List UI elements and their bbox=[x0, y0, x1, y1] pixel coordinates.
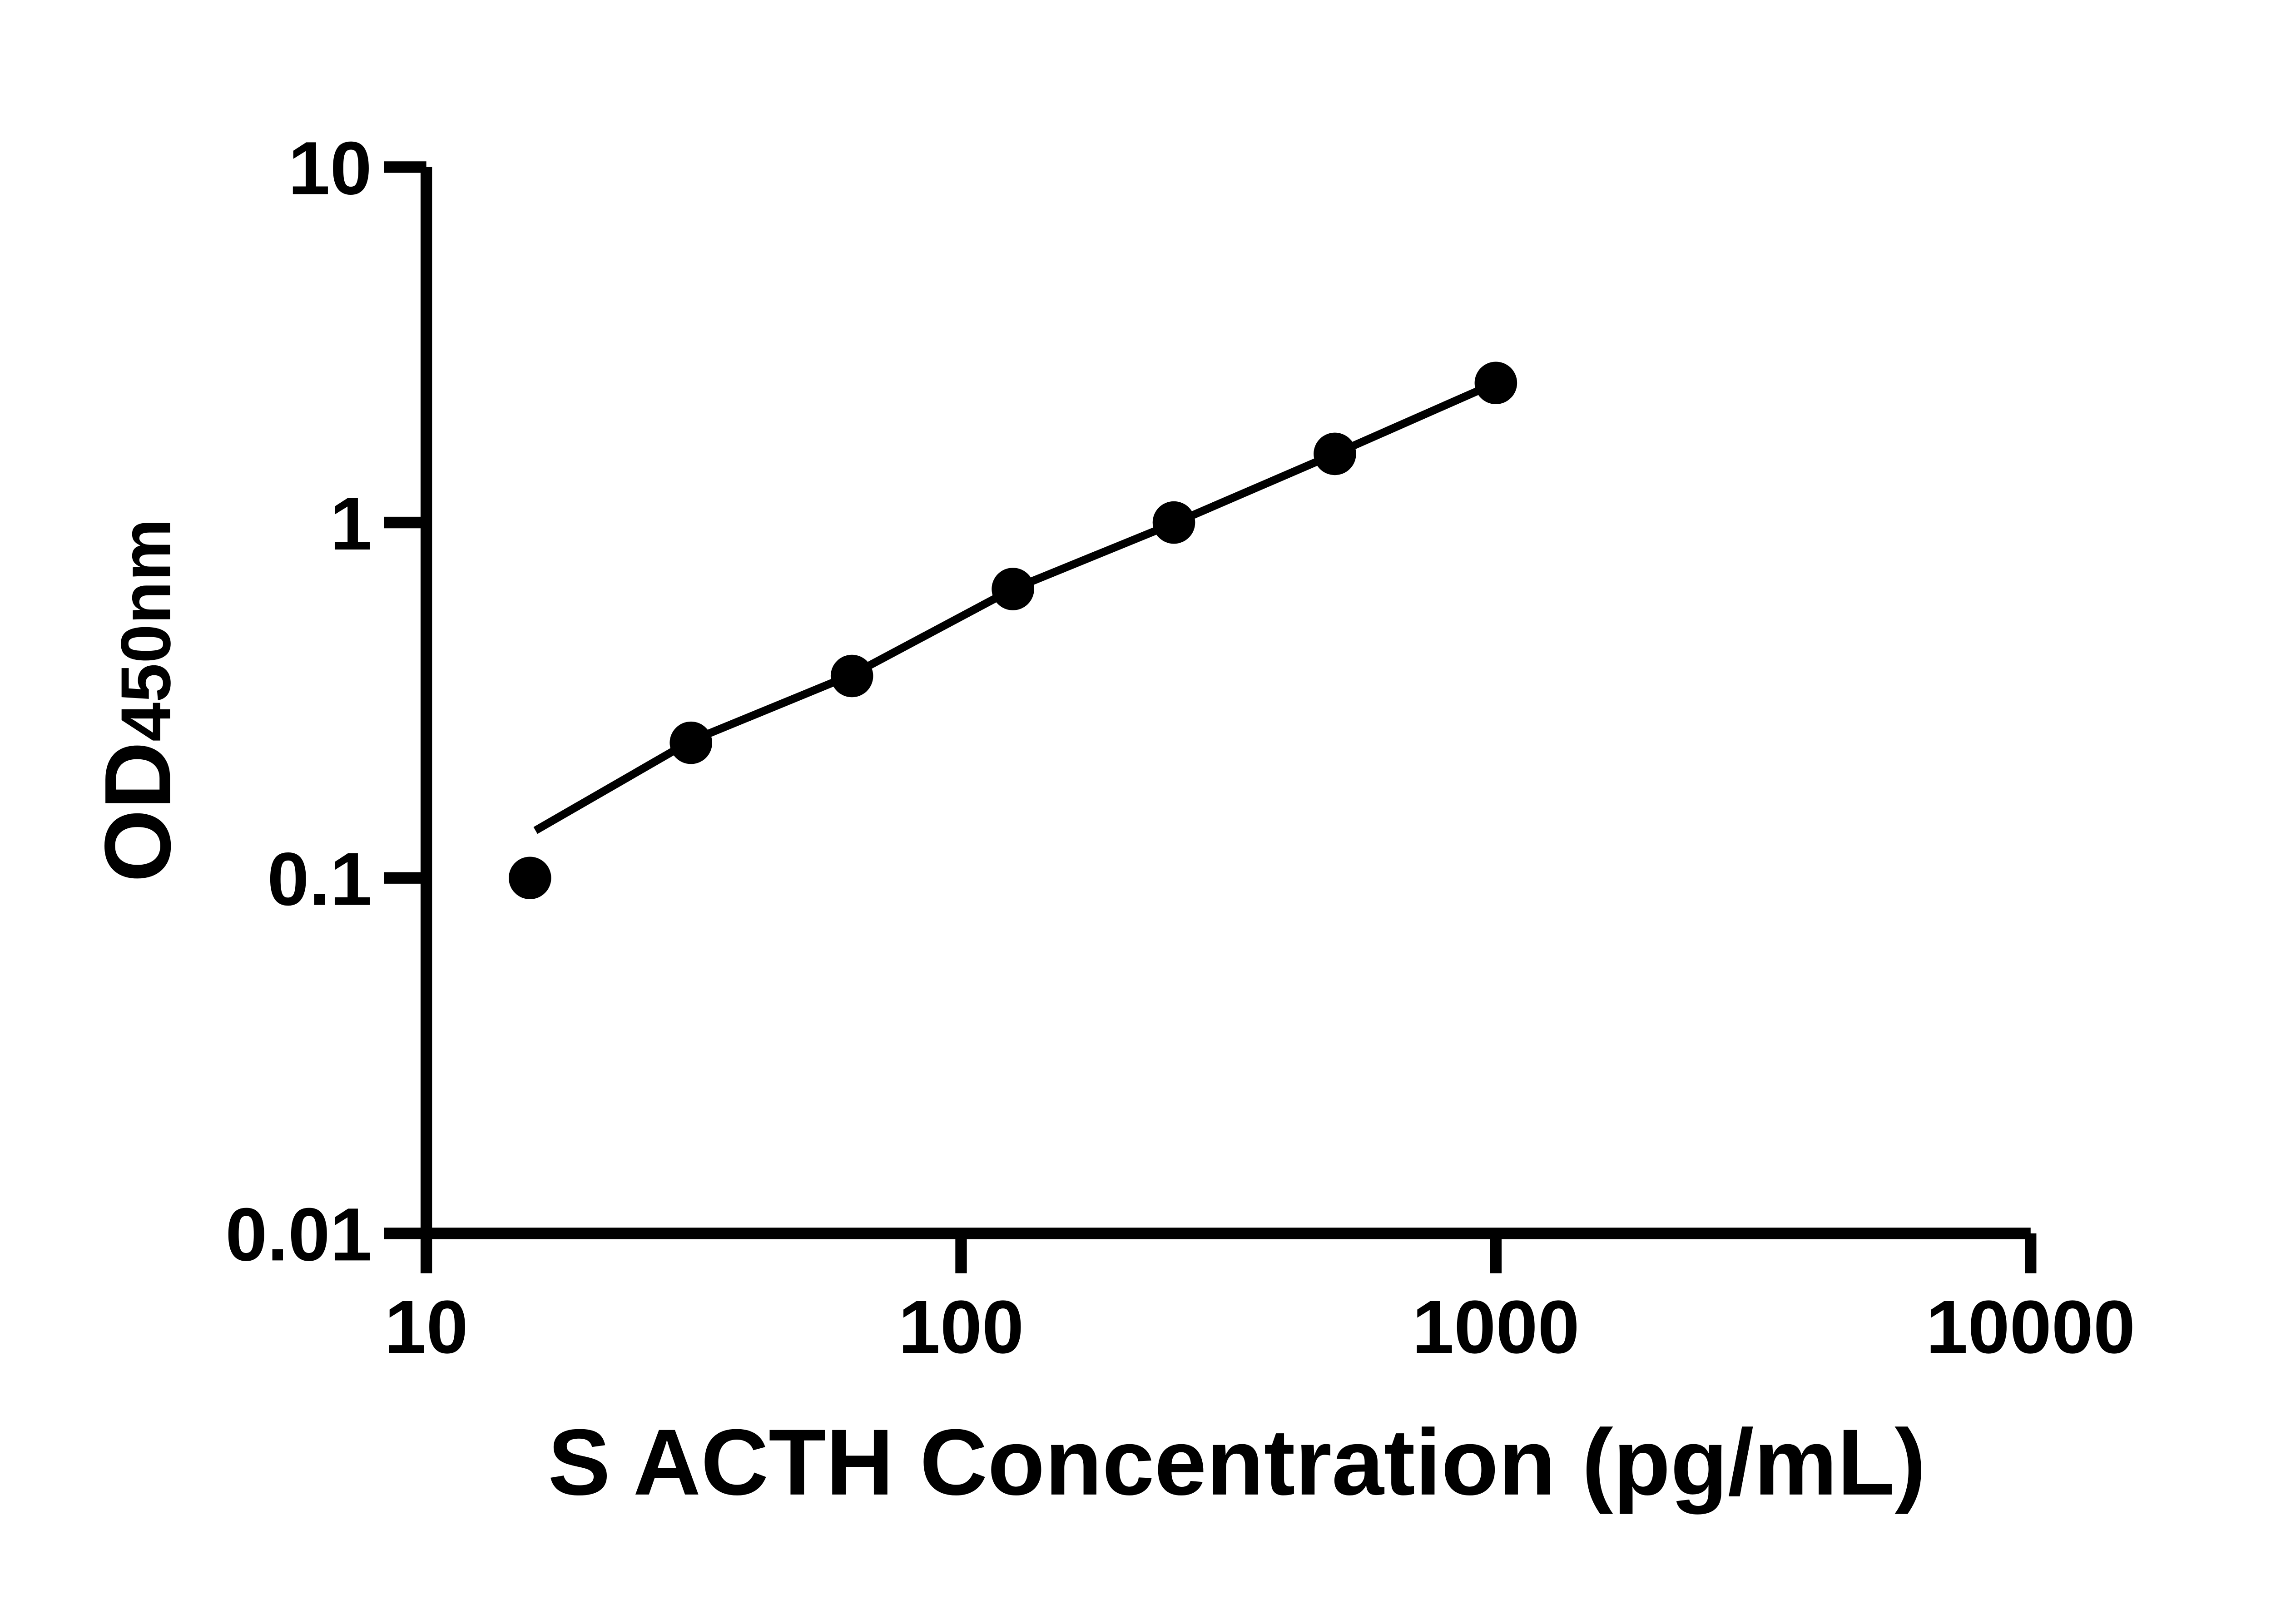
y-axis-title-sub: 450nm bbox=[106, 519, 185, 742]
data-point bbox=[669, 721, 713, 764]
x-axis-tick-label: 1000 bbox=[1412, 1285, 1580, 1369]
data-point bbox=[1152, 501, 1195, 544]
y-axis-title-main: OD bbox=[85, 742, 190, 882]
data-point bbox=[509, 857, 551, 900]
data-point bbox=[1314, 432, 1356, 475]
y-axis-tick-label: 10 bbox=[288, 126, 372, 210]
data-point bbox=[1474, 361, 1517, 405]
x-axis-tick-label: 10000 bbox=[1926, 1285, 2135, 1369]
x-axis-tick-label: 100 bbox=[898, 1285, 1024, 1369]
y-axis-tick-label: 0.1 bbox=[267, 837, 372, 921]
y-axis-tick-label: 1 bbox=[330, 482, 372, 566]
y-axis-tick-label: 0.01 bbox=[225, 1193, 372, 1277]
x-axis-tick-label: 10 bbox=[384, 1285, 468, 1369]
data-point bbox=[830, 654, 873, 698]
data-point bbox=[992, 568, 1034, 610]
x-axis-title: S ACTH Concentration (pg/mL) bbox=[548, 1410, 1926, 1515]
y-axis-title: OD450nm bbox=[85, 519, 190, 882]
